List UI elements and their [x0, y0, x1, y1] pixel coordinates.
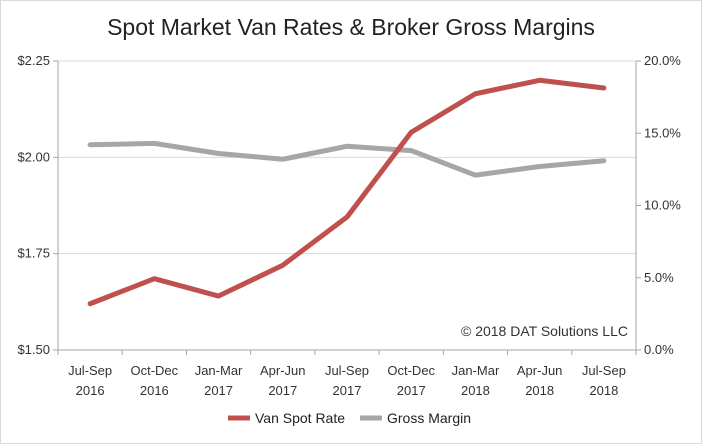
- y-right-tick-label: 10.0%: [644, 198, 681, 213]
- y-axis-left-ticks: $1.50 $1.75 $2.00 $2.25: [17, 53, 58, 357]
- x-tick-label: Jul-Sep 2017: [325, 363, 369, 398]
- y-right-tick-label: 15.0%: [644, 125, 681, 140]
- y-axis-right-ticks: 0.0% 5.0% 10.0% 15.0% 20.0%: [636, 53, 681, 357]
- x-tick-label: Jul-Sep 2016: [68, 363, 112, 398]
- chart-title: Spot Market Van Rates & Broker Gross Mar…: [107, 14, 595, 40]
- legend-label: Gross Margin: [387, 410, 471, 426]
- x-tick-label: Oct-Dec 2016: [130, 363, 178, 398]
- series-line-van-spot-rate: [87, 77, 607, 307]
- x-tick-label: Oct-Dec 2017: [387, 363, 435, 398]
- gridlines: [58, 60, 636, 255]
- x-axis-ticks: Jul-Sep 2016 Oct-Dec 2016 Jan-Mar 2017 Apr-Jun…: [57, 350, 637, 398]
- y-left-tick-label: $2.00: [17, 149, 50, 164]
- copyright-annotation: © 2018 DAT Solutions LLC: [461, 323, 628, 339]
- legend-label: Van Spot Rate: [255, 410, 345, 426]
- x-tick-label: Apr-Jun 2017: [260, 363, 306, 398]
- y-right-tick-label: 5.0%: [644, 270, 674, 285]
- y-left-tick-label: $1.75: [17, 246, 50, 261]
- x-tick-label: Jan-Mar 2017: [195, 363, 243, 398]
- y-left-tick-label: $1.50: [17, 342, 50, 357]
- legend: Van Spot Rate Gross Margin: [228, 410, 471, 426]
- axes: [57, 61, 637, 351]
- series-line-gross-margin: [87, 140, 607, 178]
- x-tick-label: Jan-Mar 2018: [452, 363, 500, 398]
- series-lines: [87, 77, 607, 307]
- y-left-tick-label: $2.25: [17, 53, 50, 68]
- x-tick-label: Jul-Sep 2018: [582, 363, 626, 398]
- y-right-tick-label: 20.0%: [644, 53, 681, 68]
- x-tick-label: Apr-Jun 2018: [517, 363, 563, 398]
- y-right-tick-label: 0.0%: [644, 342, 674, 357]
